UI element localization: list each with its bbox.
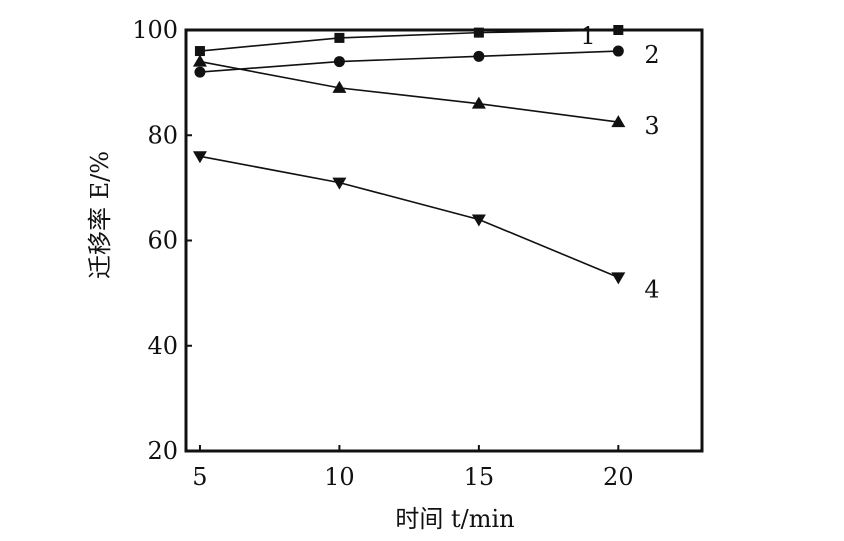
data-point [332,80,347,93]
x-axis-ticks: 5 10 15 20 [192,445,634,491]
data-point [471,214,486,227]
data-point [333,56,345,68]
series-2: 2 [194,41,660,78]
series-line [199,29,619,52]
data-point [194,46,205,57]
x-tick-label: 10 [324,463,355,491]
y-axis-ticks: 20 40 60 80 100 [132,16,192,465]
y-tick-label: 40 [147,332,178,360]
series-label: 4 [644,275,659,303]
data-point [471,96,486,109]
y-tick-label: 100 [132,16,178,44]
plot-frame [184,28,704,453]
data-point [473,50,485,62]
data-point [613,25,624,35]
y-tick-label: 20 [147,437,178,465]
data-point [192,151,207,164]
x-tick-label: 20 [603,463,634,491]
series-line [199,155,619,279]
x-tick-label: 15 [464,463,495,491]
y-axis-title: 迁移率 E/% [86,151,114,279]
y-tick-label: 60 [147,227,178,255]
series-line [199,50,619,73]
series-1: 1 [194,22,624,57]
series-4: 4 [192,151,660,303]
data-point [612,45,624,57]
series-3: 3 [192,54,660,140]
data-point [611,115,626,128]
data-point [473,27,484,38]
data-point [611,272,626,285]
data-point [194,66,206,78]
series-line [199,60,619,123]
x-axis-title: 时间 t/min [395,505,514,533]
data-point [192,54,207,67]
y-tick-label: 80 [147,121,178,149]
series-label: 1 [580,22,595,50]
series-label: 3 [644,112,659,140]
series-layer: 1 2 3 4 [192,22,660,303]
data-point [334,32,345,43]
x-tick-label: 5 [192,463,207,491]
series-label: 2 [644,41,659,69]
data-point [332,177,347,190]
